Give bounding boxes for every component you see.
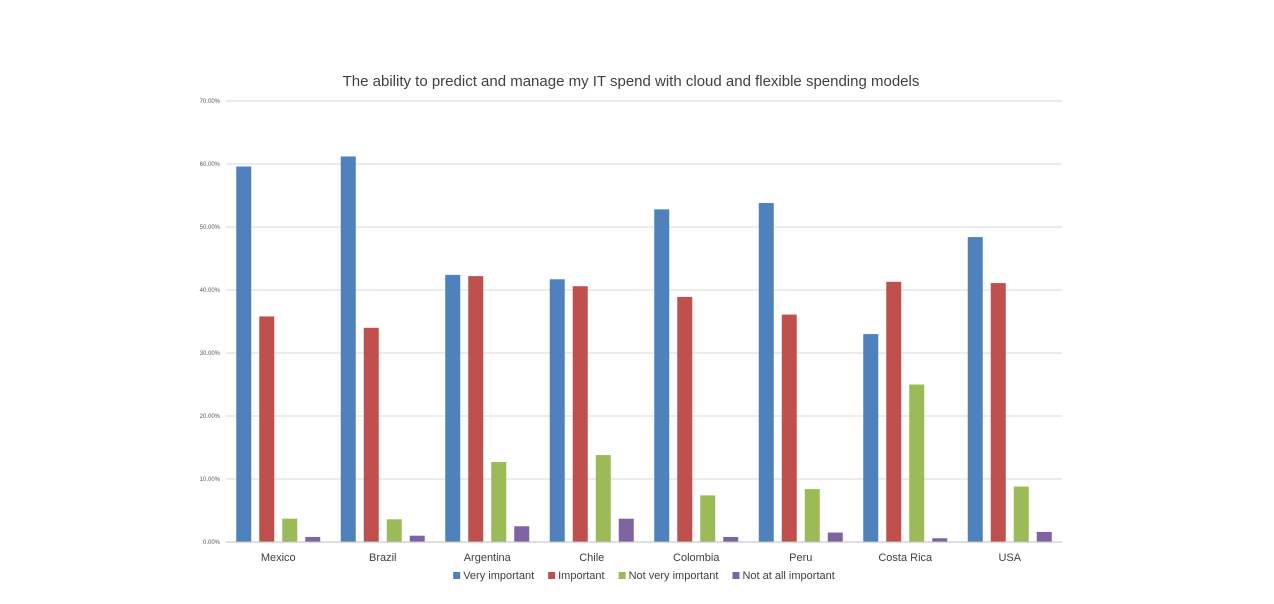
x-axis: Mexico Brazil Argentina Chile Colombia Peru Co… [226, 541, 1062, 564]
bar-not-very-important-chile [595, 455, 611, 542]
bar-not-very-important-usa [1013, 486, 1029, 542]
y-tick-label: 0.00% [203, 540, 221, 546]
legend-label: Not very important [629, 570, 719, 582]
bar-not-very-important-costa-rica [909, 384, 925, 542]
y-tick-label: 30.00% [200, 351, 221, 357]
legend-item: Very important [453, 570, 534, 582]
bar-not-at-all-important-peru [827, 532, 843, 542]
bar-very-important-mexico [236, 166, 252, 542]
bars-layer [236, 156, 1052, 543]
x-tick-label: Brazil [369, 552, 397, 564]
x-tick-label: Colombia [673, 552, 720, 564]
x-tick-label: Mexico [261, 552, 296, 564]
bar-important-colombia [677, 296, 693, 542]
grid-layer: 0.00% 10.00% 20.00% 30.00% 40.00% 50.00% 60.00… [200, 99, 1062, 546]
bar-not-very-important-brazil [386, 519, 402, 542]
chart-title: The ability to predict and manage my IT … [343, 73, 920, 90]
y-tick-label: 20.00% [200, 414, 221, 420]
bar-very-important-peru [758, 203, 774, 542]
legend-swatch [732, 572, 740, 579]
bar-very-important-colombia [654, 209, 670, 543]
bar-not-at-all-important-brazil [409, 535, 425, 542]
bar-very-important-usa [967, 237, 983, 542]
bar-important-argentina [468, 276, 484, 542]
y-tick-label: 40.00% [200, 288, 221, 294]
legend-swatch [453, 572, 461, 579]
x-tick-label: Peru [789, 552, 812, 564]
bar-not-at-all-important-usa [1036, 531, 1052, 542]
bar-not-at-all-important-chile [618, 518, 634, 542]
legend-item: Not at all important [732, 570, 835, 582]
bar-not-at-all-important-argentina [514, 526, 530, 542]
bar-not-very-important-mexico [282, 518, 298, 542]
legend-swatch [548, 572, 556, 579]
bar-not-very-important-colombia [700, 495, 716, 542]
bar-very-important-brazil [340, 156, 356, 542]
legend-item: Not very important [618, 570, 719, 582]
y-tick-label: 60.00% [200, 162, 221, 168]
bar-not-at-all-important-colombia [723, 536, 739, 542]
bar-important-costa-rica [886, 281, 902, 542]
bar-not-at-all-important-mexico [305, 536, 321, 542]
bar-important-peru [781, 314, 797, 542]
legend-label: Not at all important [742, 570, 834, 582]
x-tick-label: USA [998, 552, 1021, 564]
x-tick-label: Costa Rica [878, 552, 933, 564]
bar-not-very-important-peru [804, 489, 820, 542]
bar-important-mexico [259, 316, 275, 542]
bar-very-important-argentina [445, 274, 461, 542]
bar-important-chile [572, 286, 588, 542]
legend-item: Important [548, 570, 605, 582]
y-tick-label: 10.00% [200, 477, 221, 483]
bar-not-very-important-argentina [491, 461, 507, 542]
y-tick-label: 70.00% [200, 99, 221, 105]
bar-not-at-all-important-costa-rica [932, 538, 948, 542]
legend-swatch [618, 572, 626, 579]
legend-label: Important [558, 570, 604, 582]
legend: Very important Important Not very importan… [453, 570, 835, 582]
x-tick-label: Chile [579, 552, 604, 564]
bar-very-important-chile [549, 279, 565, 542]
y-tick-label: 50.00% [200, 225, 221, 231]
legend-label: Very important [463, 570, 534, 582]
bar-important-brazil [363, 327, 379, 542]
bar-important-usa [990, 283, 1006, 542]
bar-very-important-costa-rica [863, 334, 879, 542]
x-tick-label: Argentina [464, 552, 512, 564]
